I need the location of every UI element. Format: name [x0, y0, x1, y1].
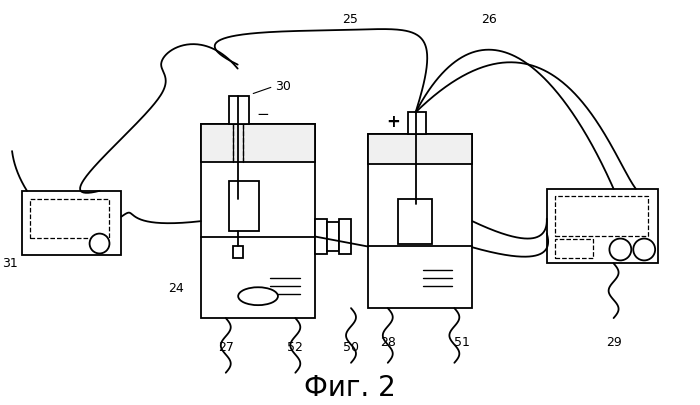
Text: Фиг. 2: Фиг. 2 [304, 374, 396, 402]
Bar [229, 181, 258, 230]
Text: 25: 25 [342, 13, 358, 26]
Bar [339, 219, 351, 254]
Text: 27: 27 [218, 341, 234, 354]
Text: 26: 26 [482, 13, 497, 26]
Text: 31: 31 [2, 257, 18, 270]
Circle shape [610, 239, 631, 260]
Bar [315, 219, 327, 254]
Bar [327, 222, 339, 252]
Bar [201, 124, 315, 162]
Bar [547, 189, 658, 263]
Bar [201, 124, 315, 318]
Text: +: + [386, 113, 400, 131]
Text: −: − [257, 107, 270, 122]
Text: 52: 52 [288, 341, 303, 354]
Bar [555, 239, 592, 258]
Bar [22, 191, 121, 256]
Bar [398, 199, 433, 243]
Text: 51: 51 [454, 337, 470, 350]
Bar [407, 112, 426, 134]
Bar [30, 199, 109, 238]
Text: 30: 30 [276, 80, 291, 93]
Bar [232, 247, 243, 258]
Circle shape [634, 239, 655, 260]
Bar [368, 134, 472, 164]
Ellipse shape [238, 287, 278, 305]
Bar [368, 134, 472, 308]
Bar [555, 196, 648, 236]
Text: 24: 24 [168, 282, 184, 295]
Text: 50: 50 [343, 341, 359, 354]
Text: 29: 29 [606, 337, 622, 350]
Bar [229, 96, 248, 124]
Circle shape [90, 234, 109, 254]
Text: 28: 28 [380, 337, 395, 350]
